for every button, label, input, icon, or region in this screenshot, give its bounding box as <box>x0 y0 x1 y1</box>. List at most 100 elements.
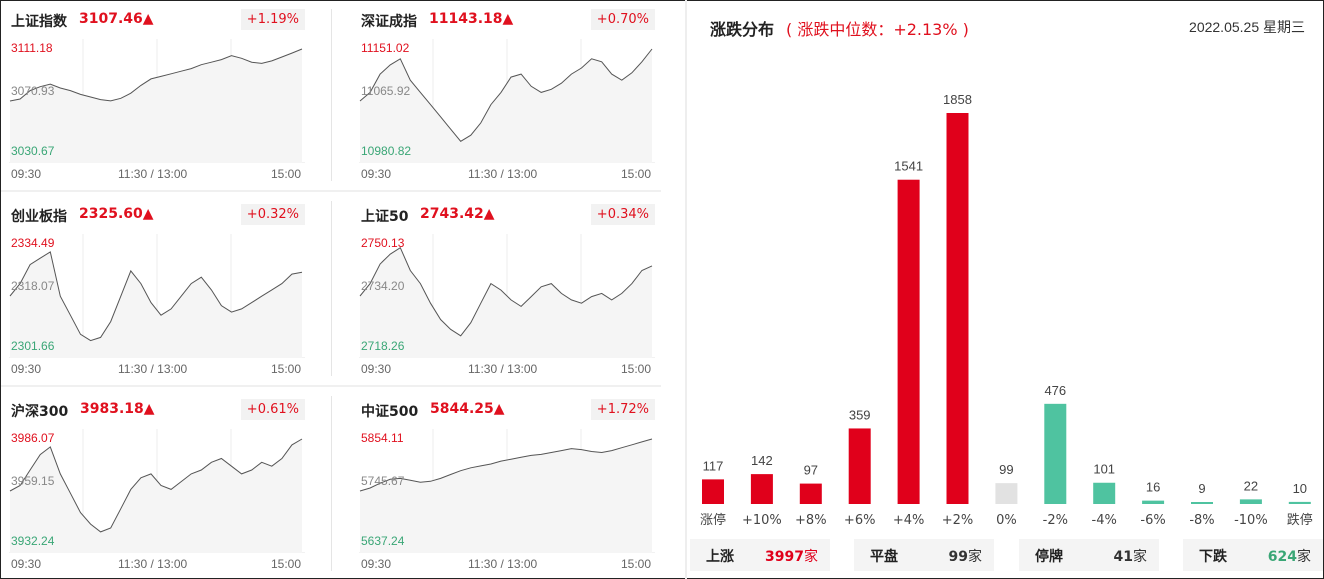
panel-separator <box>685 0 687 579</box>
summary-stat-label: 停牌 <box>1035 549 1063 565</box>
distribution-bar[interactable] <box>1093 482 1116 504</box>
index-change-badge: +0.61% <box>240 399 305 420</box>
bar-category-label: +4% <box>893 513 925 528</box>
distribution-bar[interactable] <box>799 483 822 504</box>
price-area <box>10 251 302 358</box>
distribution-bar[interactable] <box>897 179 920 504</box>
intraday-line-chart <box>359 39 655 163</box>
bar-value-label: 1858 <box>943 92 972 107</box>
distribution-bar[interactable] <box>1239 499 1262 504</box>
bar-category-label: -6% <box>1140 513 1165 528</box>
price-area <box>360 247 652 358</box>
index-price: 3983.18▲ <box>80 401 155 417</box>
index-price: 5844.25▲ <box>430 401 505 417</box>
index-name: 沪深300 <box>11 404 69 420</box>
bar-category-label: +6% <box>844 513 876 528</box>
price-line <box>9 251 303 342</box>
index-card[interactable]: 中证500 5844.25▲ +1.72% 5854.11 5745.67 5637.24… <box>351 391 681 579</box>
bar-category-label: -10% <box>1234 513 1268 528</box>
index-card[interactable]: 沪深300 3983.18▲ +0.61% 3986.07 3959.15 3932.24… <box>1 391 331 579</box>
column-divider <box>331 396 332 571</box>
time-start-label: 09:30 <box>11 362 42 376</box>
index-price: 2325.60▲ <box>79 206 154 222</box>
base-label: 3070.93 <box>11 84 55 98</box>
low-label: 2718.26 <box>361 339 405 353</box>
index-name: 上证50 <box>361 209 409 225</box>
summary-stat-value: 3997家 <box>765 546 818 566</box>
distribution-bar[interactable] <box>1044 403 1067 504</box>
index-panel: 上证指数 3107.46▲ +1.19% 3111.18 3070.93 3030.67 0… <box>1 1 661 578</box>
index-name: 上证指数 <box>11 14 67 30</box>
index-card[interactable]: 上证指数 3107.46▲ +1.19% 3111.18 3070.93 3030.67 0… <box>1 1 331 196</box>
bar-value-label: 1541 <box>894 159 923 174</box>
price-line <box>359 246 653 337</box>
distribution-bar[interactable] <box>1288 501 1311 504</box>
high-label: 2750.13 <box>361 236 405 250</box>
column-divider <box>331 9 332 181</box>
index-card[interactable]: 深证成指 11143.18▲ +0.70% 11151.02 11065.92 10980… <box>351 1 681 196</box>
time-mid-label: 11:30 / 13:00 <box>118 557 188 571</box>
distribution-bar-chart: 117 涨停 142 +10% 97 +8% 359 +6% 1541 +4% 1858 +2% 99 0… <box>700 92 1313 528</box>
price-area <box>360 439 652 553</box>
intraday-line-chart <box>9 429 305 553</box>
bar-category-label: -8% <box>1189 513 1214 528</box>
price-line <box>359 438 653 492</box>
time-end-label: 15:00 <box>621 557 652 571</box>
price-area <box>10 49 302 163</box>
index-change-badge: +0.34% <box>590 204 655 225</box>
distribution-bar[interactable] <box>750 474 773 504</box>
bar-category-label: 跌停 <box>1287 512 1313 528</box>
base-label: 3959.15 <box>11 474 55 488</box>
price-area <box>360 49 652 163</box>
high-label: 11151.02 <box>361 41 410 55</box>
base-label: 5745.67 <box>361 474 405 488</box>
summary-stat: 上涨 3997家 <box>690 539 830 571</box>
index-change-badge: +0.70% <box>590 9 655 30</box>
summary-stat-label: 平盘 <box>870 549 898 565</box>
index-change-badge: +0.32% <box>240 204 305 225</box>
summary-stat-label: 上涨 <box>706 549 734 565</box>
index-card[interactable]: 创业板指 2325.60▲ +0.32% 2334.49 2318.07 2301.66 0… <box>1 196 331 391</box>
distribution-bar[interactable] <box>702 479 724 504</box>
price-area <box>10 439 302 553</box>
distribution-bar[interactable] <box>1191 502 1213 504</box>
summary-stat: 下跌 624家 <box>1183 539 1323 571</box>
distribution-bar[interactable] <box>946 113 969 504</box>
summary-stat-unit: 家 <box>804 549 818 565</box>
index-name: 深证成指 <box>361 14 417 30</box>
time-end-label: 15:00 <box>271 557 302 571</box>
distribution-bar[interactable] <box>848 428 871 504</box>
bar-category-label: +2% <box>942 513 974 528</box>
base-label: 2734.20 <box>361 279 405 293</box>
bar-category-label: -4% <box>1092 513 1117 528</box>
summary-stat: 平盘 99家 <box>854 539 994 571</box>
row-divider <box>1 385 661 387</box>
time-mid-label: 11:30 / 13:00 <box>468 557 538 571</box>
summary-stat-count: 41 <box>1113 549 1133 565</box>
price-line <box>9 438 303 533</box>
time-start-label: 09:30 <box>11 167 42 181</box>
price-line <box>9 48 303 102</box>
price-line <box>359 48 653 142</box>
summary-stat-unit: 家 <box>968 549 982 565</box>
index-card[interactable]: 上证50 2743.42▲ +0.34% 2750.13 2734.20 2718.26 0… <box>351 196 681 391</box>
intraday-line-chart <box>359 429 655 553</box>
index-price: 3107.46▲ <box>79 11 154 27</box>
time-mid-label: 11:30 / 13:00 <box>118 362 188 376</box>
index-price: 11143.18▲ <box>429 11 514 27</box>
high-label: 2334.49 <box>11 236 55 250</box>
summary-stat-value: 41家 <box>1114 546 1147 566</box>
index-change-badge: +1.72% <box>590 399 655 420</box>
date-label: 2022.05.25 星期三 <box>1189 19 1305 35</box>
summary-stat-unit: 家 <box>1133 549 1147 565</box>
summary-stat-count: 99 <box>948 549 968 565</box>
time-start-label: 09:30 <box>361 167 392 181</box>
bar-value-label: 9 <box>1198 481 1205 496</box>
index-price: 2743.42▲ <box>420 206 495 222</box>
distribution-bar[interactable] <box>1142 500 1165 504</box>
distribution-panel: 涨跌分布 ( 涨跌中位数：+2.13% ) 2022.05.25 星期三 117… <box>690 1 1323 578</box>
time-end-label: 15:00 <box>271 167 302 181</box>
summary-stat-label: 下跌 <box>1199 549 1227 565</box>
distribution-bar[interactable] <box>995 483 1018 504</box>
summary-stat-count: 3997 <box>765 549 804 565</box>
